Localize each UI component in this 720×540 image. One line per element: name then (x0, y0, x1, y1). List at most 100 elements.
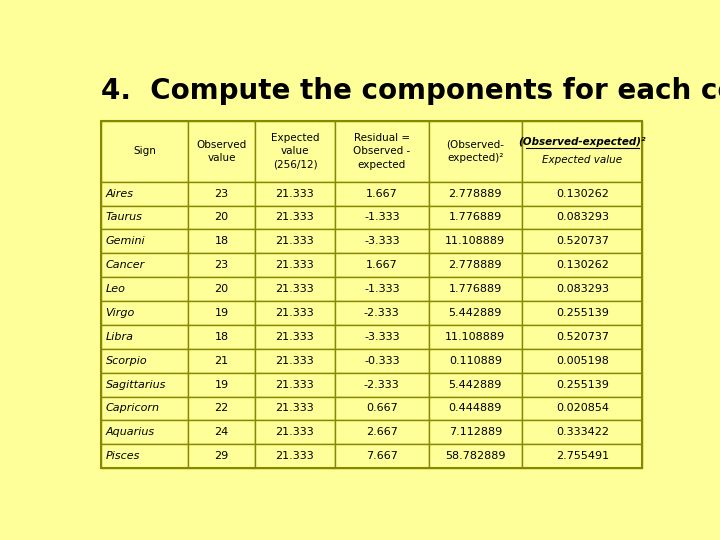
Bar (428, 444, 522, 468)
Bar (188, 230, 255, 253)
Bar (101, 181, 188, 206)
Text: Cancer: Cancer (106, 260, 145, 270)
Bar (188, 420, 255, 444)
Text: 0.255139: 0.255139 (556, 308, 608, 318)
Bar (101, 230, 188, 253)
Text: 21.333: 21.333 (276, 403, 315, 414)
Bar (101, 325, 188, 349)
Text: 58.782889: 58.782889 (445, 451, 505, 461)
Text: 1.667: 1.667 (366, 188, 397, 199)
Text: 2.667: 2.667 (366, 427, 397, 437)
Text: -1.333: -1.333 (364, 213, 400, 222)
Bar (188, 444, 255, 468)
Text: 1.667: 1.667 (366, 260, 397, 270)
Bar (255, 444, 335, 468)
Bar (335, 206, 428, 230)
Bar (255, 373, 335, 396)
Text: 5.442889: 5.442889 (449, 380, 502, 389)
Text: 2.778889: 2.778889 (449, 260, 502, 270)
Text: Aires: Aires (106, 188, 134, 199)
Bar (428, 277, 522, 301)
Text: 0.083293: 0.083293 (556, 213, 609, 222)
Bar (101, 420, 188, 444)
Bar (101, 396, 188, 420)
Text: 21.333: 21.333 (276, 356, 315, 366)
Bar (255, 301, 335, 325)
Bar (101, 253, 188, 277)
Bar (522, 373, 642, 396)
Bar (188, 349, 255, 373)
Bar (255, 206, 335, 230)
Text: 1.776889: 1.776889 (449, 284, 502, 294)
Text: 21.333: 21.333 (276, 380, 315, 389)
Text: Taurus: Taurus (106, 213, 143, 222)
Text: 19: 19 (215, 380, 228, 389)
Text: -1.333: -1.333 (364, 284, 400, 294)
Text: 0.255139: 0.255139 (556, 380, 608, 389)
Bar (522, 301, 642, 325)
Text: 0.333422: 0.333422 (556, 427, 609, 437)
Text: 18: 18 (215, 332, 228, 342)
Text: 0.520737: 0.520737 (556, 332, 609, 342)
Text: 21.333: 21.333 (276, 260, 315, 270)
Bar (522, 253, 642, 277)
Text: Pisces: Pisces (106, 451, 140, 461)
Text: 21.333: 21.333 (276, 427, 315, 437)
Text: 0.130262: 0.130262 (556, 188, 608, 199)
Text: 0.083293: 0.083293 (556, 284, 609, 294)
Text: 19: 19 (215, 308, 228, 318)
Bar (188, 396, 255, 420)
Text: 23: 23 (215, 260, 228, 270)
Bar (522, 206, 642, 230)
Bar (101, 206, 188, 230)
Bar (522, 349, 642, 373)
Bar (188, 181, 255, 206)
Text: Scorpio: Scorpio (106, 356, 148, 366)
Bar (522, 325, 642, 349)
Text: 23: 23 (215, 188, 228, 199)
Text: 21: 21 (215, 356, 228, 366)
Text: 0.110889: 0.110889 (449, 356, 502, 366)
Bar (428, 349, 522, 373)
Bar (428, 253, 522, 277)
Text: 7.667: 7.667 (366, 451, 397, 461)
Text: 20: 20 (215, 284, 228, 294)
Text: Capricorn: Capricorn (106, 403, 160, 414)
Bar (428, 325, 522, 349)
Text: Residual =
Observed -
expected: Residual = Observed - expected (354, 133, 410, 170)
Text: 1.776889: 1.776889 (449, 213, 502, 222)
Text: 21.333: 21.333 (276, 237, 315, 246)
Bar (188, 325, 255, 349)
Bar (335, 444, 428, 468)
Bar (255, 325, 335, 349)
Text: 21.333: 21.333 (276, 284, 315, 294)
Bar (255, 253, 335, 277)
Bar (255, 230, 335, 253)
Text: 11.108889: 11.108889 (445, 237, 505, 246)
Text: 20: 20 (215, 213, 228, 222)
Text: 5.442889: 5.442889 (449, 308, 502, 318)
Bar (188, 277, 255, 301)
Bar (101, 277, 188, 301)
Bar (522, 277, 642, 301)
Text: 4.  Compute the components for each cell: 4. Compute the components for each cell (101, 77, 720, 105)
Bar (335, 373, 428, 396)
Bar (255, 420, 335, 444)
Text: 0.520737: 0.520737 (556, 237, 609, 246)
Text: Sagittarius: Sagittarius (106, 380, 166, 389)
Bar (522, 230, 642, 253)
Text: -2.333: -2.333 (364, 380, 400, 389)
Bar (522, 444, 642, 468)
Text: 0.005198: 0.005198 (556, 356, 608, 366)
Text: -0.333: -0.333 (364, 356, 400, 366)
Text: 0.667: 0.667 (366, 403, 397, 414)
Bar (188, 206, 255, 230)
Bar (255, 349, 335, 373)
Bar (428, 420, 522, 444)
Bar (428, 373, 522, 396)
Bar (522, 420, 642, 444)
Text: 11.108889: 11.108889 (445, 332, 505, 342)
Text: 2.755491: 2.755491 (556, 451, 609, 461)
Bar (522, 396, 642, 420)
Text: Virgo: Virgo (106, 308, 135, 318)
